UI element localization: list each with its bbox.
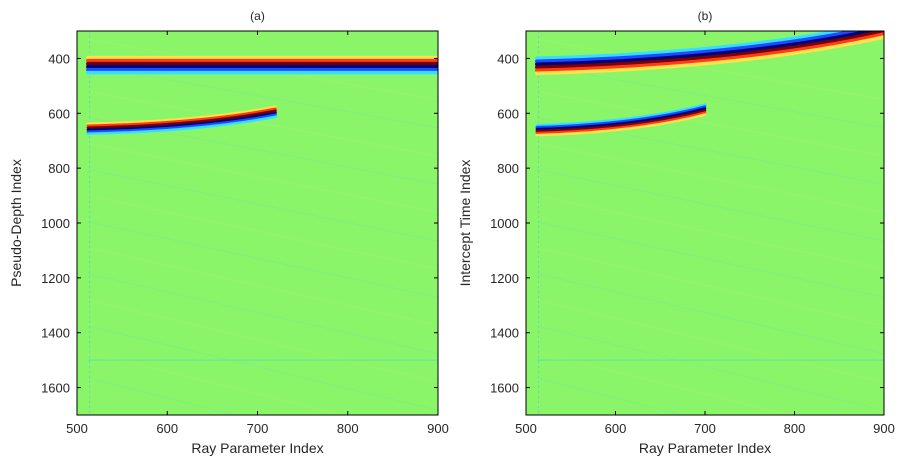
panel-b-texture-streak <box>536 169 884 242</box>
panel-a-texture-streak <box>87 247 438 327</box>
panel-b-texture-streak <box>536 247 884 327</box>
panel-b-event-band <box>535 105 707 129</box>
panel-a-event-band <box>86 113 277 133</box>
panel-b-ylabel: Intercept Time Index <box>457 160 473 287</box>
panel-a-texture-streak <box>87 64 438 129</box>
panel-b-ytick-label: 1000 <box>490 216 519 231</box>
panel-b-texture-streak <box>536 221 884 298</box>
panel-a-plot-area <box>77 31 438 415</box>
panel-b-texture-streak <box>536 64 884 129</box>
panel-a-ytick-label: 400 <box>48 51 70 66</box>
panel-b-ytick-label: 1400 <box>490 326 519 341</box>
panel-a-ylabel: Pseudo-Depth Index <box>8 159 24 287</box>
panel-a-xlabel: Ray Parameter Index <box>191 440 323 456</box>
panel-b-event-band <box>535 107 707 131</box>
panel-b-texture-streak <box>536 90 884 157</box>
panel-a-event-band <box>86 109 277 129</box>
panel-a-xtick-label: 600 <box>156 421 178 436</box>
panel-a-texture-streak <box>87 299 438 383</box>
panel-b-texture-streak <box>536 299 884 383</box>
panel-b-title: (b) <box>698 9 713 23</box>
panel-b-xtick-label: 700 <box>694 421 716 436</box>
panel-b-event-band <box>535 113 707 137</box>
panel-b: 500 600 700 800 900 400 600 800 1000 1200 1400 1600… <box>457 9 895 456</box>
panel-b-event-band <box>534 31 879 66</box>
panel-b-event-band <box>534 32 884 72</box>
panel-a-event-band <box>86 105 277 125</box>
panel-a-event-2 <box>86 105 277 135</box>
panel-a-event-band <box>86 111 277 131</box>
panel-b-ytick-label: 400 <box>497 51 519 66</box>
panel-b-texture-streak <box>536 377 684 415</box>
panel-a-ytick-label: 600 <box>48 106 70 121</box>
panel-a-texture <box>87 38 438 415</box>
panel-a-xtick-label: 800 <box>337 421 359 436</box>
panel-b-xtick-label: 800 <box>784 421 806 436</box>
panel-a-xtick-label: 900 <box>427 421 449 436</box>
panel-b-ytick-label: 600 <box>497 106 519 121</box>
panel-b-event-band <box>534 35 884 75</box>
panel-a-ytick-label: 1400 <box>41 326 70 341</box>
panel-a-title: (a) <box>250 9 265 23</box>
panel-b-event-band <box>534 31 849 60</box>
panel-a-ytick-label: 1200 <box>41 271 70 286</box>
panel-a: 500 600 700 800 900 400 600 800 1000 1200 1400 1600… <box>8 9 449 456</box>
panel-b-event-band <box>535 109 707 133</box>
panel-a-ytick-label: 800 <box>48 161 70 176</box>
panel-b-xtick-label: 500 <box>515 421 537 436</box>
panel-b-texture-streak <box>536 142 884 214</box>
panel-a-texture-streak <box>87 169 438 242</box>
panel-a-event-band <box>86 115 277 135</box>
panel-b-texture-streak <box>536 38 884 101</box>
panel-a-texture-streak <box>87 377 236 415</box>
panel-b-ytick-label: 800 <box>497 161 519 176</box>
panel-a-ytick-label: 1600 <box>41 381 70 396</box>
panel-b-xtick-label: 600 <box>605 421 627 436</box>
panel-b-texture-streak <box>536 325 884 411</box>
panel-a-texture-streak <box>87 90 438 157</box>
panel-a-texture-streak <box>87 325 438 411</box>
panel-a-texture-streak <box>87 273 438 355</box>
panel-b-texture-streak <box>536 273 884 355</box>
panel-b-event-band <box>535 103 707 127</box>
panel-b-event-1 <box>534 31 884 75</box>
panel-b-texture-streak <box>536 195 884 270</box>
panel-b-texture <box>536 38 884 415</box>
panel-b-xlabel: Ray Parameter Index <box>639 440 771 456</box>
panel-a-xtick-label: 700 <box>247 421 269 436</box>
panel-b-event-2 <box>535 103 707 137</box>
panel-b-event-band <box>534 31 864 63</box>
panel-b-plot-area <box>526 31 884 415</box>
panel-b-texture-streak <box>536 351 792 415</box>
panel-a-texture-streak <box>87 221 438 298</box>
panel-b-event-band <box>534 31 884 69</box>
panel-b-event-band <box>535 111 707 135</box>
panel-b-ytick-label: 1600 <box>490 381 519 396</box>
panel-a-event-1 <box>86 55 438 75</box>
panel-a-ytick-label: 1000 <box>41 216 70 231</box>
panel-a-texture-streak <box>87 195 438 270</box>
panel-a-texture-streak <box>87 142 438 214</box>
panel-a-event-band <box>86 107 277 127</box>
panel-a-texture-streak <box>87 351 345 415</box>
panel-b-xtick-label: 900 <box>873 421 895 436</box>
panel-a-xtick-label: 500 <box>66 421 88 436</box>
panel-b-ytick-label: 1200 <box>490 271 519 286</box>
